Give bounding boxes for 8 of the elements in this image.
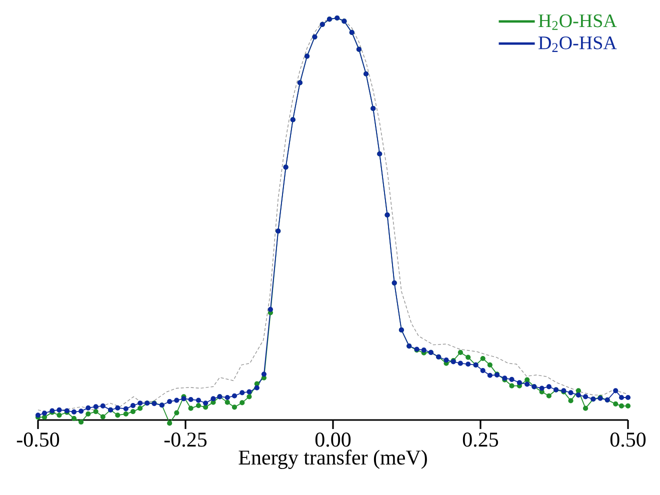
x-tick-label: 0.00: [315, 432, 351, 447]
legend-label: H$_{2}$O-HSA: [538, 14, 617, 30]
x-tick-label: -0.50: [16, 432, 60, 447]
x-tick-label: 0.50: [610, 432, 646, 447]
x-tick-label: -0.25: [164, 432, 207, 447]
x-tick-label: 0.25: [462, 432, 498, 447]
legend-label: D$_{2}$O-HSA: [538, 36, 617, 52]
x-axis-title: Energy transfer (meV): [238, 450, 427, 469]
